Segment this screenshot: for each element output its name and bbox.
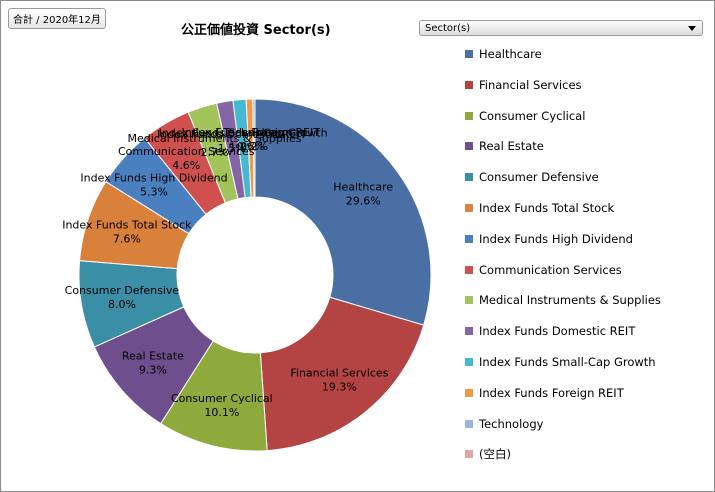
slice-percent-label: 7.6% (113, 232, 141, 245)
legend-label: Index Funds Small-Cap Growth (479, 355, 656, 369)
slice-label: Real Estate (122, 349, 184, 362)
legend-swatch (465, 419, 473, 428)
slice-percent-label: 4.6% (172, 159, 200, 172)
slice-label: Index Funds Foreign REIT (182, 126, 321, 139)
legend-swatch (465, 50, 473, 58)
slice-label: Index Funds High Dividend (80, 171, 227, 184)
legend-label: (空白) (479, 447, 511, 462)
legend-item[interactable]: Index Funds Foreign REIT (465, 383, 705, 403)
slice-label: Healthcare (333, 180, 393, 193)
legend-label: Communication Services (479, 262, 622, 277)
slice-percent-label: 9.3% (139, 363, 167, 376)
slice-percent-label: 0.2% (240, 140, 268, 153)
legend-item[interactable]: Real Estate (465, 136, 705, 156)
donut-slice[interactable] (259, 296, 425, 452)
legend-label: Financial Services (479, 77, 582, 92)
legend-swatch (465, 388, 473, 397)
legend-item[interactable]: Healthcare (465, 44, 705, 64)
legend-item[interactable]: Index Funds Domestic REIT (465, 321, 705, 341)
slice-percent-label: 1.5% (218, 142, 246, 155)
legend-label: Healthcare (479, 47, 542, 61)
slice-percent-label: 29.6% (346, 194, 381, 207)
legend-swatch (465, 265, 473, 274)
donut-slices (78, 98, 432, 452)
slice-label: Communication Services (118, 145, 255, 158)
legend-swatch (465, 450, 473, 459)
slice-label: Consumer Cyclical (171, 392, 273, 405)
legend-item[interactable]: Technology (465, 414, 705, 434)
legend-item[interactable]: Consumer Cyclical (465, 106, 705, 126)
donut-slice[interactable] (254, 98, 432, 326)
slice-percent-label: 0.6% (237, 140, 265, 153)
slice-label: Index Funds Small-Cap Growth (159, 127, 328, 140)
legend-swatch (465, 358, 473, 366)
legend-swatch (465, 204, 473, 212)
legend-item[interactable]: (空白) (465, 444, 705, 464)
slice-percent-label: 10.1% (204, 406, 239, 419)
chart-title: 公正価値投資 Sector(s) (181, 23, 331, 38)
slice-label: Index Funds Total Stock (62, 218, 192, 231)
slice-percent-label: 8.0% (108, 298, 136, 311)
legend-label: Medical Instruments & Supplies (479, 293, 661, 308)
legend-swatch (465, 327, 473, 336)
slice-percent-label: 2.7% (201, 146, 229, 159)
legend-swatch (465, 234, 473, 243)
legend-label: Consumer Defensive (479, 170, 599, 185)
slice-percent-label: 19.3% (322, 380, 357, 393)
legend-label: Index Funds Domestic REIT (479, 324, 636, 339)
legend-item[interactable]: Index Funds High Dividend (465, 229, 705, 249)
slice-label: Financial Services (290, 366, 388, 379)
slice-percent-label: 1.2% (229, 141, 257, 154)
legend-swatch (465, 142, 473, 151)
slice-label: Technology (222, 126, 285, 139)
legend-item[interactable]: Financial Services (465, 75, 705, 95)
legend-item[interactable]: Medical Instruments & Supplies (465, 290, 705, 310)
donut-slice[interactable] (252, 98, 256, 198)
legend-label: Consumer Cyclical (479, 108, 586, 123)
slice-label: Index Funds Domestic REIT (157, 128, 307, 141)
legend-label: Index Funds Total Stock (479, 201, 615, 215)
sector-filter-dropdown[interactable]: Sector(s) (419, 20, 703, 36)
slice-label: Consumer Defensive (65, 284, 180, 297)
legend-label: Index Funds Foreign REIT (479, 385, 624, 400)
legend-label: Technology (479, 416, 544, 431)
legend-swatch (465, 296, 473, 305)
legend-label: Index Funds High Dividend (479, 231, 633, 246)
slice-label: Medical Instruments & Supplies (127, 132, 301, 145)
legend-label: Real Estate (479, 139, 544, 154)
filter-tag[interactable]: 合計 / 2020年12月 (8, 8, 106, 29)
legend-item[interactable]: Consumer Defensive (465, 167, 705, 187)
dropdown-label: Sector(s) (425, 23, 471, 34)
legend-swatch (465, 173, 473, 182)
legend-item[interactable]: Index Funds Small-Cap Growth (465, 352, 705, 372)
legend-item[interactable]: Communication Services (465, 260, 705, 280)
legend-swatch (465, 80, 473, 89)
chevron-down-icon[interactable] (686, 22, 698, 34)
legend-item[interactable]: Index Funds Total Stock (465, 198, 705, 218)
slice-percent-label: 5.3% (140, 185, 168, 198)
legend-swatch (465, 111, 473, 120)
